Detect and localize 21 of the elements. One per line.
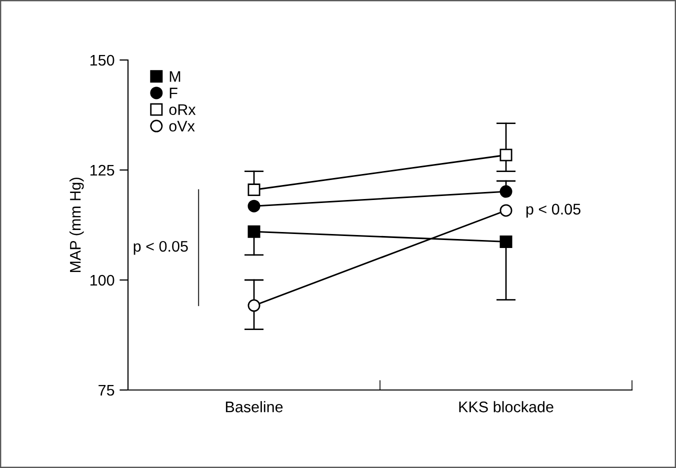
point bbox=[500, 148, 512, 162]
y-tick-label: 125 bbox=[90, 164, 114, 176]
legend-label: oRx bbox=[169, 104, 196, 115]
y-tick-label: 150 bbox=[90, 54, 114, 66]
x-tick-label: KKS blockade bbox=[459, 401, 554, 412]
annotation: p < 0.05 bbox=[526, 204, 580, 218]
point bbox=[500, 235, 512, 248]
point bbox=[248, 200, 260, 212]
y-tick-label: 75 bbox=[98, 385, 114, 396]
point bbox=[500, 204, 512, 217]
point bbox=[500, 185, 512, 198]
x-tick-label: Baseline bbox=[226, 401, 283, 412]
legend-label: M bbox=[170, 71, 180, 82]
point bbox=[248, 184, 260, 196]
legend-label: F bbox=[170, 88, 178, 98]
point bbox=[248, 225, 260, 238]
point bbox=[248, 299, 260, 312]
y-axis-title: MAP (mm Hg) bbox=[70, 178, 84, 272]
y-tick-label: 100 bbox=[90, 274, 114, 286]
legend-label: oVx bbox=[169, 120, 195, 132]
annotation: p < 0.05 bbox=[134, 240, 188, 255]
